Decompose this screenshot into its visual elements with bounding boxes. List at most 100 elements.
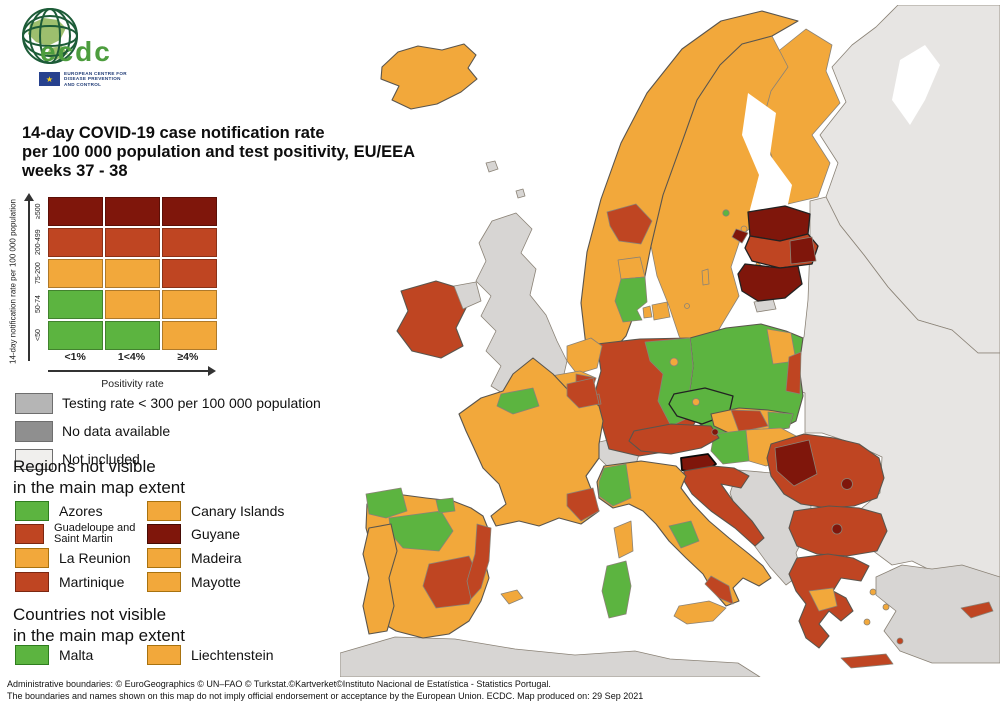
country-lithuania — [737, 263, 803, 302]
regions-heading: Regions not visible in the main map exte… — [13, 456, 185, 498]
island-bornholm — [684, 303, 690, 309]
regions-heading-line: in the main map extent — [13, 478, 185, 497]
col-label: <1% — [64, 351, 86, 363]
aegean-island — [869, 588, 877, 596]
matrix-col-labels: <1% 1<4% ≥4% — [48, 351, 217, 363]
region-italy-northwest — [598, 463, 632, 507]
legend-item-no-data: No data available — [15, 417, 321, 445]
region-label: Martinique — [59, 573, 125, 590]
matrix-cell — [105, 197, 160, 226]
region-label: Canary Islands — [191, 502, 285, 519]
region-berlin — [669, 357, 679, 367]
shetland-islands — [515, 188, 526, 199]
region-galicia — [365, 487, 408, 519]
region-castilla-la-mancha — [422, 555, 480, 609]
region-italy-central — [668, 520, 700, 549]
matrix-cell — [162, 197, 217, 226]
matrix-cell — [162, 228, 217, 257]
org-line: AND CONTROL — [64, 81, 102, 87]
country-portugal — [362, 523, 398, 635]
no-data-swatch — [15, 420, 53, 442]
region-basque — [435, 497, 456, 514]
land-turkey — [875, 564, 1000, 664]
matrix-cell — [105, 259, 160, 288]
grey-legend: Testing rate < 300 per 100 000 populatio… — [15, 389, 321, 473]
region-label: Mayotte — [191, 573, 241, 590]
island-saaremaa — [731, 228, 749, 244]
country-iceland — [380, 43, 478, 110]
region-item-la-reunion: La Reunion — [15, 547, 147, 569]
legend-item-testing-rate: Testing rate < 300 per 100 000 populatio… — [15, 389, 321, 417]
region-prague — [692, 398, 700, 406]
region-item-mayotte: Mayotte — [147, 571, 337, 593]
matrix-cell — [48, 321, 103, 350]
country-cyprus — [960, 601, 994, 619]
island-funen — [642, 305, 653, 319]
region-valencia — [466, 523, 492, 600]
faroe-islands — [485, 160, 499, 173]
country-item-malta: Malta — [15, 644, 147, 666]
region-sofia — [831, 523, 843, 535]
country-netherlands — [566, 337, 603, 375]
org-line: DISEASE PREVENTION — [64, 76, 121, 82]
footer-notes: Administrative boundaries: © EuroGeograp… — [7, 679, 997, 702]
region-calabria — [704, 575, 734, 605]
region-label: Guadeloupe and Saint Martin — [54, 522, 136, 546]
region-romania-northwest — [774, 439, 818, 487]
region-item-canary-islands: Canary Islands — [147, 500, 337, 522]
regions-heading-line: Regions not visible — [13, 457, 156, 476]
region-slovakia-east — [767, 411, 794, 431]
island-sicily — [673, 600, 727, 625]
country-swatch — [147, 645, 181, 665]
eu-flag-icon: ★ — [39, 72, 60, 86]
x-axis-label: Positivity rate — [101, 378, 164, 390]
aegean-island — [863, 618, 871, 626]
region-label: La Reunion — [59, 549, 131, 566]
eu-flag-star: ★ — [45, 74, 54, 84]
region-oslo-red — [606, 203, 653, 245]
matrix-cell — [48, 228, 103, 257]
region-swatch — [147, 547, 181, 568]
country-label: Liechtenstein — [191, 647, 274, 663]
legend-label: Testing rate < 300 per 100 000 populatio… — [62, 395, 321, 411]
row-label: 200-499 — [35, 229, 42, 256]
ecdc-globe-icon — [22, 8, 78, 64]
country-ireland — [396, 280, 467, 359]
country-austria — [628, 423, 720, 455]
footer-line-2: The boundaries and names shown on this m… — [7, 690, 644, 701]
region-stockholm-green-dot — [722, 209, 730, 217]
countries-heading-line: Countries not visible — [13, 605, 167, 624]
ecdc-org-name: EUROPEAN CENTRE FOR DISEASE PREVENTION A… — [64, 71, 127, 87]
row-label: 50-74 — [35, 295, 42, 314]
country-croatia — [683, 465, 765, 547]
not-included-swatch — [15, 448, 53, 470]
x-axis-arrowhead — [208, 366, 216, 376]
region-swatch — [15, 524, 45, 545]
region-swatch — [15, 571, 49, 592]
country-swatch — [15, 645, 49, 665]
legend-label: No data available — [62, 423, 171, 439]
matrix-cell — [105, 228, 160, 257]
ecdc-wordmark: ecdc — [40, 36, 112, 67]
title-line-3: weeks 37 - 38 — [22, 162, 128, 180]
row-label: ≥500 — [35, 203, 42, 220]
legend-item-not-included: Not included — [15, 445, 321, 473]
region-vienna — [711, 428, 719, 436]
region-item-azores: Azores — [15, 500, 147, 522]
island-oland — [701, 268, 710, 286]
region-poland-east — [785, 351, 802, 395]
matrix-row-labels: ≥500 200-499 75-200 50-74 <50 — [33, 197, 44, 350]
matrix-cell — [105, 290, 160, 319]
matrix-cell — [105, 321, 160, 350]
region-swatch — [147, 571, 181, 592]
y-axis-line — [28, 201, 30, 361]
matrix-cell — [162, 259, 217, 288]
row-label: <50 — [35, 329, 42, 342]
matrix-cell — [48, 290, 103, 319]
island-crete — [840, 653, 894, 669]
region-northern-ireland — [453, 281, 482, 310]
matrix-cell — [48, 197, 103, 226]
region-label: Guyane — [191, 526, 241, 543]
europe-choropleth-map — [340, 5, 1000, 677]
countries-list: Malta Liechtenstein — [15, 644, 337, 666]
